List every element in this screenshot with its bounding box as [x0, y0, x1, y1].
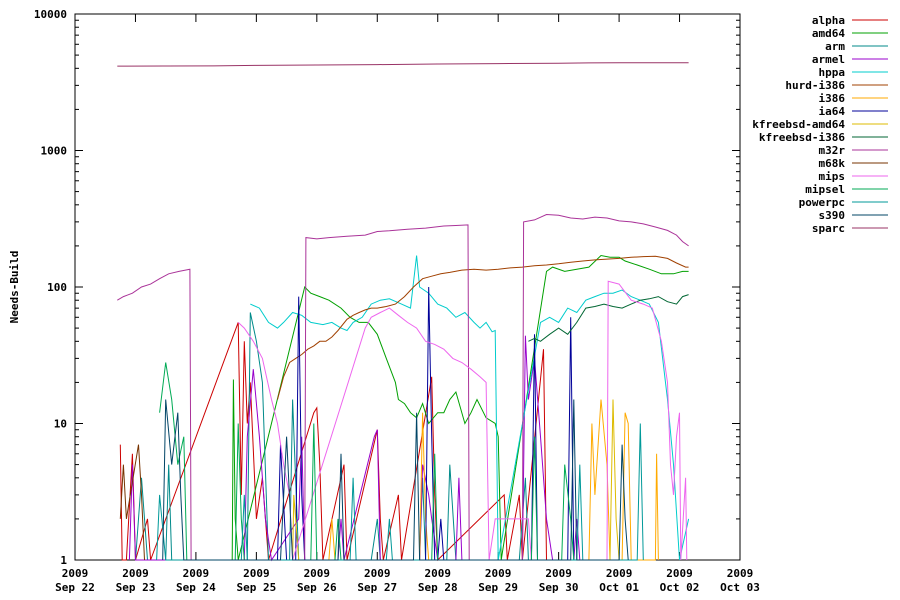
series-line-m32r: [117, 213, 689, 561]
legend-label: alpha: [812, 14, 845, 27]
y-tick-label: 100: [47, 281, 67, 294]
legend-label: hurd-i386: [785, 79, 845, 92]
y-tick-label: 10: [54, 418, 67, 431]
legend-label: mips: [819, 170, 846, 183]
legend-label: hppa: [819, 66, 846, 79]
legend-label: ia64: [819, 105, 846, 118]
legend-label: m32r: [819, 144, 846, 157]
legend: alphaamd64armarmelhppahurd-i386i386ia64k…: [752, 14, 888, 235]
x-tick-label-year: 2009: [727, 567, 754, 580]
x-tick-label-year: 2009: [485, 567, 512, 580]
legend-label: armel: [812, 53, 845, 66]
y-tick-label: 10000: [34, 8, 67, 21]
series-line-amd64: [231, 254, 689, 561]
x-tick-label-year: 2009: [122, 567, 149, 580]
series-lines: [117, 62, 690, 562]
x-tick-label-year: 2009: [183, 567, 210, 580]
y-axis-label: Needs-Build: [8, 251, 21, 324]
legend-label: powerpc: [799, 196, 845, 209]
x-tick-label-year: 2009: [424, 567, 451, 580]
series-line-sparc: [117, 62, 689, 67]
x-tick-label-date: Sep 23: [116, 581, 156, 594]
series-line-m68k: [119, 444, 145, 561]
legend-label: i386: [819, 92, 846, 105]
x-tick-label-date: Sep 25: [236, 581, 276, 594]
legend-label: amd64: [812, 27, 845, 40]
x-tick-label-date: Sep 30: [539, 581, 579, 594]
legend-label: sparc: [812, 222, 845, 235]
legend-label: kfreebsd-i386: [759, 131, 845, 144]
legend-label: m68k: [819, 157, 846, 170]
x-tick-label-date: Sep 24: [176, 581, 216, 594]
x-tick-label-year: 2009: [545, 567, 572, 580]
x-tick-label-date: Sep 29: [478, 581, 518, 594]
x-tick-label-date: Oct 03: [720, 581, 760, 594]
x-tick-label-year: 2009: [243, 567, 270, 580]
x-tick-label-year: 2009: [606, 567, 633, 580]
x-tick-label-year: 2009: [364, 567, 391, 580]
x-tick-label-date: Sep 22: [55, 581, 95, 594]
legend-label: arm: [825, 40, 845, 53]
x-tick-label-year: 2009: [666, 567, 693, 580]
x-tick-label-date: Oct 02: [660, 581, 700, 594]
plot-frame: [74, 13, 741, 561]
y-axis-ticks: 1 10 100 1000 10000: [34, 8, 740, 567]
series-line-powerpc: [156, 423, 644, 561]
legend-label: s390: [819, 209, 846, 222]
x-tick-label-date: Sep 28: [418, 581, 458, 594]
x-tick-label-date: Sep 26: [297, 581, 337, 594]
y-tick-label: 1000: [41, 145, 68, 158]
series-line-hppa: [250, 255, 690, 561]
series-line-mipsel: [159, 362, 575, 561]
x-tick-label-year: 2009: [304, 567, 331, 580]
x-tick-label-date: Sep 27: [357, 581, 397, 594]
series-line-arm: [135, 312, 529, 561]
x-tick-label-year: 2009: [62, 567, 89, 580]
y-tick-label: 1: [60, 554, 67, 567]
series-line-i386: [328, 399, 659, 561]
x-tick-label-date: Oct 01: [599, 581, 639, 594]
series-line-s390: [162, 399, 629, 561]
series-line-hurd-i386: [277, 255, 689, 400]
legend-label: mipsel: [805, 183, 845, 196]
legend-label: kfreebsd-amd64: [752, 118, 845, 131]
series-line-alpha: [119, 322, 547, 562]
